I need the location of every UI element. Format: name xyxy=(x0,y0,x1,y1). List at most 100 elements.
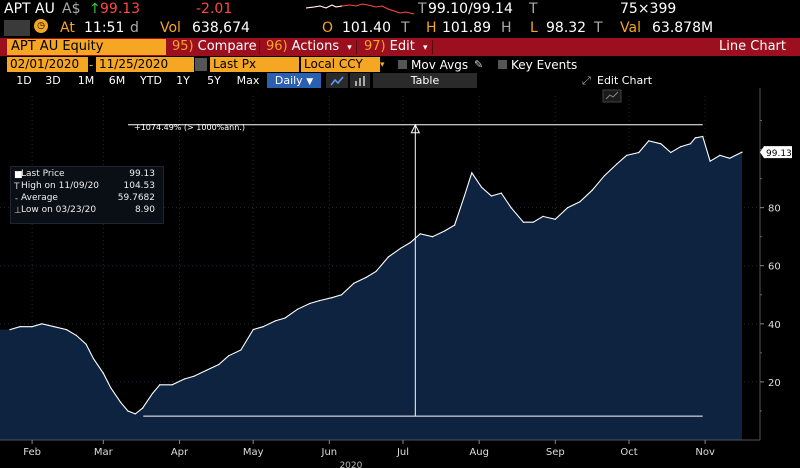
pencil-icon[interactable]: ✎ xyxy=(474,58,484,71)
compare-number: 95) xyxy=(172,39,194,54)
price-point xyxy=(353,282,355,284)
dropdown-arrow-icon: ▾ xyxy=(347,43,352,53)
price-point xyxy=(481,186,483,188)
menu-divider xyxy=(259,40,260,54)
price-area-fill xyxy=(0,136,742,440)
price-point xyxy=(431,236,434,238)
key-events-checkbox[interactable] xyxy=(498,60,507,69)
dropdown-arrow-icon[interactable]: ▾ xyxy=(380,60,385,70)
price-point xyxy=(228,355,230,357)
at-label: At xyxy=(60,20,75,36)
price-point xyxy=(387,256,389,258)
chart-settings-row: 02/01/2020 - 11/25/2020 Last Px Local CC… xyxy=(0,57,800,73)
currency-select[interactable]: Local CCY xyxy=(301,57,380,72)
edit-button[interactable]: 97) Edit ▾ xyxy=(364,38,427,56)
price-point xyxy=(218,363,220,366)
y-tick-label: 60 xyxy=(768,262,781,273)
price-point xyxy=(579,201,581,203)
line-chart-toggle-icon[interactable] xyxy=(326,73,348,88)
period-1d-button[interactable]: 1D xyxy=(16,74,32,87)
calendar-icon[interactable] xyxy=(195,58,207,71)
edit-chart-button[interactable]: Edit Chart xyxy=(597,74,653,87)
price-point xyxy=(444,230,446,232)
x-tick-label: Apr xyxy=(171,447,189,458)
low-value: 98.32 xyxy=(546,20,587,36)
edit-chart-icon[interactable]: ⤢ xyxy=(582,74,591,87)
volume-value: 638,674 xyxy=(192,20,250,36)
period-max-button[interactable]: Max xyxy=(236,74,260,87)
dropdown-arrow-icon: ▼ xyxy=(306,77,314,87)
table-button[interactable]: Table xyxy=(373,73,477,88)
price-point xyxy=(616,163,618,165)
period-6m-button[interactable]: 6M xyxy=(108,74,126,87)
period-ytd-button[interactable]: YTD xyxy=(140,74,162,87)
legend-average-marker-icon: - xyxy=(14,194,19,204)
open-value: 101.40 xyxy=(342,20,391,36)
frequency-select[interactable]: Daily ▼ xyxy=(267,73,321,88)
price-point xyxy=(19,326,21,328)
bid-ask-prefix: T xyxy=(418,1,427,17)
price-point xyxy=(510,207,512,209)
actions-button[interactable]: 96) Actions ▾ xyxy=(266,38,352,56)
value-label: Val xyxy=(620,20,641,36)
price-point xyxy=(471,172,473,174)
price-field-select[interactable]: Last Px xyxy=(210,57,299,72)
price-chart[interactable]: +1074.49% (> 1000%ann.) 20 40 60 80 99.13 Fe… xyxy=(0,88,800,468)
chart-options-icon[interactable] xyxy=(350,73,370,88)
period-5y-button[interactable]: 5Y xyxy=(207,74,221,87)
ticker-label: APT AU xyxy=(4,1,55,17)
edit-number: 97) xyxy=(364,39,386,54)
price-point xyxy=(567,207,569,209)
price-point xyxy=(500,192,502,194)
x-tick-label: Jul xyxy=(396,447,409,458)
measure-arrow-icon xyxy=(410,123,421,134)
volume-label: Vol xyxy=(160,20,181,36)
price-point xyxy=(694,137,696,139)
key-events-label: Key Events xyxy=(511,58,578,72)
period-1m-button[interactable]: 1M xyxy=(77,74,95,87)
mov-avgs-checkbox[interactable] xyxy=(398,60,407,69)
last-price-tag-label: 99.13 xyxy=(766,149,792,159)
function-menu-bar: APT AU Equity 95) Compare 96) Actions ▾ 97… xyxy=(0,38,800,56)
period-1y-button[interactable]: 1Y xyxy=(176,74,190,87)
chart-style-icon[interactable] xyxy=(602,89,622,103)
x-tick-label: Oct xyxy=(620,447,637,458)
price-point xyxy=(365,276,367,278)
x-tick-label: Feb xyxy=(23,447,41,458)
start-date-field[interactable]: 02/01/2020 xyxy=(7,57,88,72)
chart-legend: ■ Last Price 99.13 T High on 11/09/20 10… xyxy=(10,166,164,224)
price-point xyxy=(603,175,606,177)
time-suffix: d xyxy=(130,20,139,36)
price-point xyxy=(341,294,343,296)
security-field[interactable]: APT AU Equity xyxy=(7,39,166,55)
quote-stats-line: ◷ At 11:51 d Vol 638,674 O 101.40 T H 10… xyxy=(0,19,800,37)
price-point xyxy=(193,375,195,377)
price-point xyxy=(65,329,68,331)
compare-button[interactable]: 95) Compare xyxy=(172,38,257,56)
price-point xyxy=(709,160,711,162)
period-3d-button[interactable]: 3D xyxy=(45,74,61,87)
price-point xyxy=(41,323,43,325)
price-point xyxy=(532,221,534,223)
legend-high-label: High on 11/09/20 xyxy=(21,181,100,191)
price-point xyxy=(110,387,112,389)
price-point xyxy=(719,154,721,156)
legend-last-price-label: Last Price xyxy=(21,169,65,179)
price-point xyxy=(542,215,544,217)
price-point xyxy=(702,135,704,138)
period-toolbar: 1D 3D 1M 6M YTD 1Y 5Y Max Daily ▼ Table … xyxy=(0,73,800,88)
price-point xyxy=(151,392,154,395)
price-point xyxy=(454,224,456,226)
price-point xyxy=(309,302,311,305)
high-label: H xyxy=(426,20,437,36)
price-point xyxy=(670,151,672,154)
intraday-sparkline-icon xyxy=(306,3,415,15)
price-points xyxy=(9,135,743,415)
price-point xyxy=(375,270,377,273)
last-price: 99.13 xyxy=(100,1,141,17)
legend-high-marker-icon: T xyxy=(14,182,20,192)
price-point xyxy=(284,317,286,319)
end-date-field[interactable]: 11/25/2020 xyxy=(96,57,194,72)
price-point xyxy=(419,233,421,235)
mov-avgs-label: Mov Avgs xyxy=(411,58,469,72)
